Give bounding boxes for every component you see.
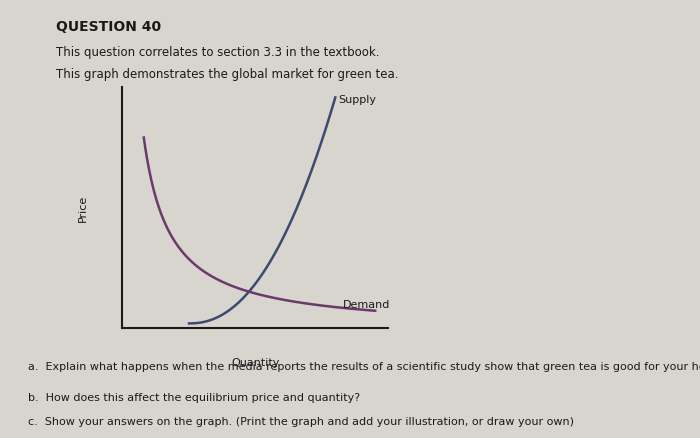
Text: This question correlates to section 3.3 in the textbook.: This question correlates to section 3.3 … xyxy=(56,46,379,59)
Text: c.  Show your answers on the graph. (Print the graph and add your illustration, : c. Show your answers on the graph. (Prin… xyxy=(28,416,574,426)
Text: Quantity: Quantity xyxy=(231,357,280,367)
Text: Supply: Supply xyxy=(338,95,376,105)
Text: This graph demonstrates the global market for green tea.: This graph demonstrates the global marke… xyxy=(56,68,398,81)
Text: b.  How does this affect the equilibrium price and quantity?: b. How does this affect the equilibrium … xyxy=(28,392,360,402)
Text: Demand: Demand xyxy=(343,300,391,309)
Text: QUESTION 40: QUESTION 40 xyxy=(56,20,161,34)
Text: a.  Explain what happens when the media reports the results of a scientific stud: a. Explain what happens when the media r… xyxy=(28,361,700,371)
Text: Price: Price xyxy=(78,194,88,222)
